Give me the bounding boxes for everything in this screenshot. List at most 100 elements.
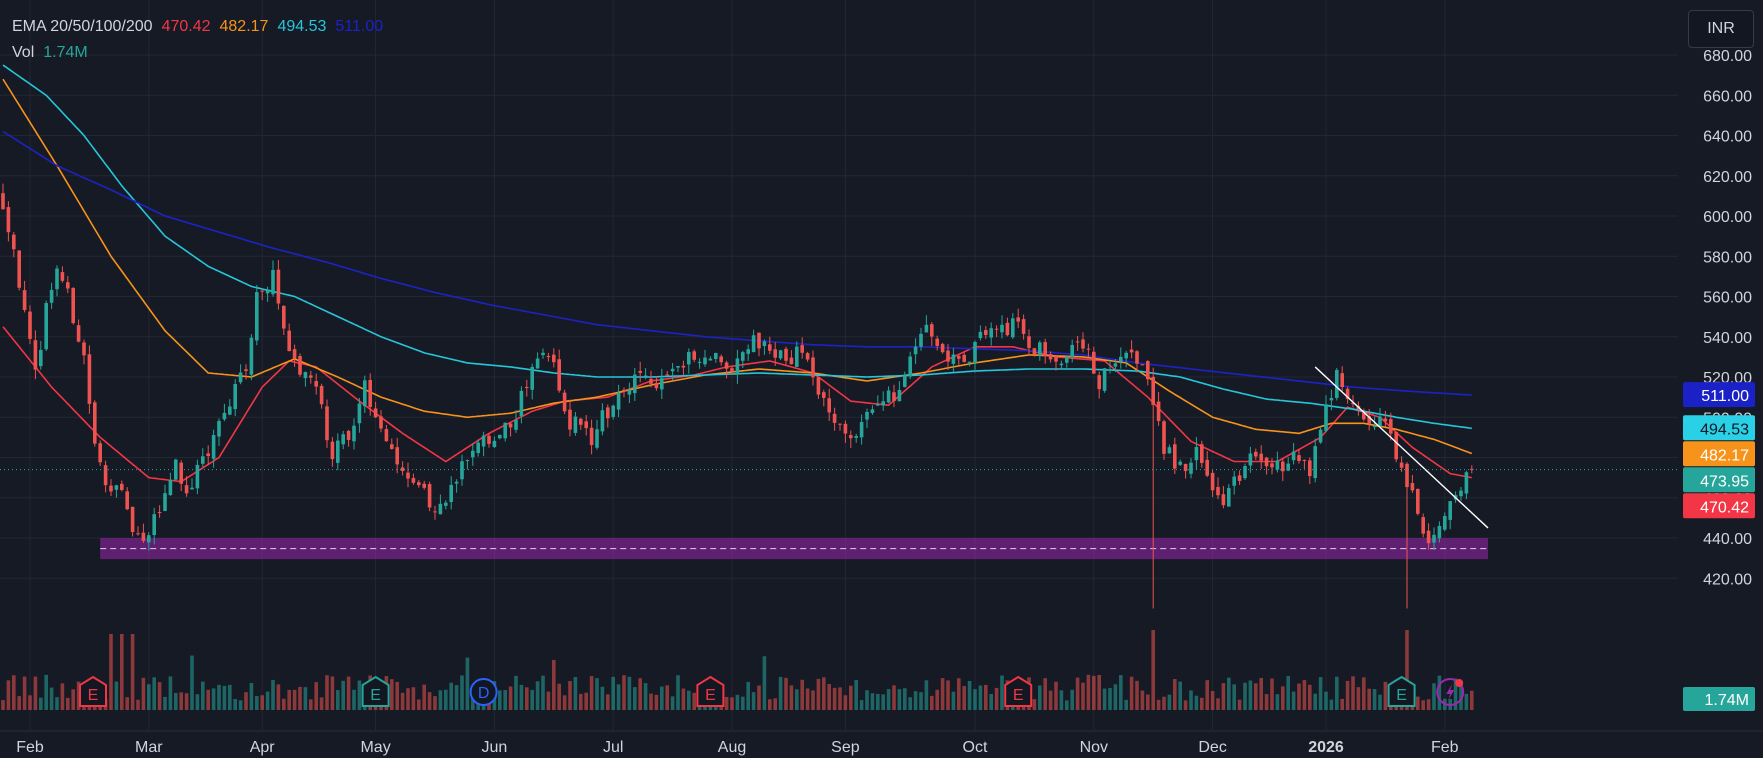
candle-up <box>255 292 259 341</box>
volume-bar <box>438 690 443 710</box>
volume-bar <box>535 681 540 710</box>
candle-down <box>1426 530 1431 544</box>
volume-bar <box>811 690 815 710</box>
volume-bar <box>638 678 642 710</box>
price-tag <box>1683 415 1755 441</box>
candle-down <box>1345 388 1350 399</box>
candle-up <box>481 435 486 447</box>
candle-down <box>1367 416 1371 424</box>
price-tick-label: 580.00 <box>1703 249 1752 266</box>
volume-bar <box>1297 683 1301 710</box>
candle-down <box>730 368 734 372</box>
volume-bar <box>1264 694 1269 710</box>
earnings-letter: E <box>88 687 99 704</box>
candle-up <box>1464 472 1469 494</box>
earnings-marker[interactable]: E <box>79 675 107 707</box>
volume-bar <box>967 680 972 710</box>
candle-down <box>719 356 723 363</box>
volume-bar <box>930 695 934 710</box>
volume-bar <box>746 681 750 710</box>
earnings-pentagon-icon <box>1387 675 1416 707</box>
volume-bar <box>552 659 556 710</box>
candle-down <box>892 392 896 402</box>
volume-bar <box>908 697 912 710</box>
earnings-marker[interactable]: E <box>696 675 725 707</box>
volume-bar <box>870 693 875 710</box>
volume-bar <box>228 684 232 710</box>
candlesticks <box>1 183 1474 609</box>
candle-down <box>822 392 826 398</box>
candle-up <box>530 366 534 390</box>
candle-down <box>1340 373 1344 388</box>
flash-icon-marker[interactable] <box>1436 678 1465 706</box>
volume-bar <box>843 695 848 710</box>
earnings-marker[interactable]: E <box>1004 675 1033 707</box>
chart-legend: EMA 20/50/100/200 470.42 482.17 494.53 511.0… <box>12 16 392 68</box>
time-tick-label: Apr <box>250 739 276 756</box>
currency-button[interactable]: INR <box>1688 10 1754 48</box>
candle-down <box>1016 317 1020 322</box>
volume-bar <box>147 684 151 710</box>
volume-bar <box>1183 700 1188 710</box>
candle-down <box>87 354 92 404</box>
volume-bar <box>125 697 129 710</box>
candle-down <box>1021 319 1026 334</box>
candle-down <box>1162 421 1166 454</box>
volume-bar <box>730 697 734 710</box>
candle-down <box>768 344 772 351</box>
volume-bar <box>913 691 918 710</box>
volume-bar <box>951 691 956 710</box>
candle-down <box>1129 349 1134 353</box>
volume-bar <box>751 692 756 710</box>
volume-bar <box>1048 690 1053 710</box>
volume-bar <box>33 676 38 710</box>
time-tick-label: Oct <box>963 739 988 756</box>
candle-up <box>670 368 675 372</box>
candle-down <box>282 305 286 329</box>
dividend-marker[interactable]: D <box>469 678 498 706</box>
support-zone <box>100 538 1489 560</box>
volume-bar <box>309 699 313 710</box>
earnings-pentagon-icon <box>1004 675 1033 707</box>
candle-down <box>66 282 70 289</box>
candle-up <box>924 324 929 333</box>
price-tick-label: 600.00 <box>1703 209 1752 226</box>
volume-bar <box>395 681 399 710</box>
candle-down <box>109 485 113 492</box>
candle-up <box>233 383 237 410</box>
price-tick-label: 620.00 <box>1703 169 1752 186</box>
volume-bar <box>1070 689 1074 710</box>
volume-bar <box>460 675 464 710</box>
candle-down <box>1405 463 1409 488</box>
time-tick-label: Jul <box>603 739 623 756</box>
candle-up <box>1243 466 1247 479</box>
candle-down <box>1281 461 1285 472</box>
candle-up <box>643 375 648 377</box>
volume-bar <box>1405 630 1409 710</box>
candle-down <box>1032 348 1037 355</box>
candle-down <box>125 491 129 510</box>
volume-bar <box>568 681 572 710</box>
candle-up <box>454 481 459 484</box>
volume-bar <box>1432 683 1436 710</box>
notification-dot-icon <box>1455 679 1464 687</box>
candle-down <box>827 398 831 413</box>
volume-bar <box>838 687 842 710</box>
ema-label: EMA 20/50/100/200 <box>12 18 153 35</box>
trendline[interactable] <box>1314 366 1489 529</box>
candle-down <box>76 325 81 342</box>
volume-bar <box>1237 699 1242 710</box>
volume-bar <box>735 694 740 710</box>
volume-bar <box>946 680 950 710</box>
volume-bar <box>114 681 119 710</box>
earnings-marker[interactable]: E <box>1387 675 1416 707</box>
earnings-marker[interactable]: E <box>361 675 390 707</box>
candle-up <box>1113 363 1118 367</box>
volume-bar <box>1335 676 1339 710</box>
time-axis[interactable]: Feb Mar Apr May Jun Jul Aug Sep Oct Nov Dec 2026 Feb <box>16 739 1458 756</box>
candle-down <box>579 418 583 425</box>
volume-bar <box>341 680 345 710</box>
candle-down <box>325 406 329 441</box>
